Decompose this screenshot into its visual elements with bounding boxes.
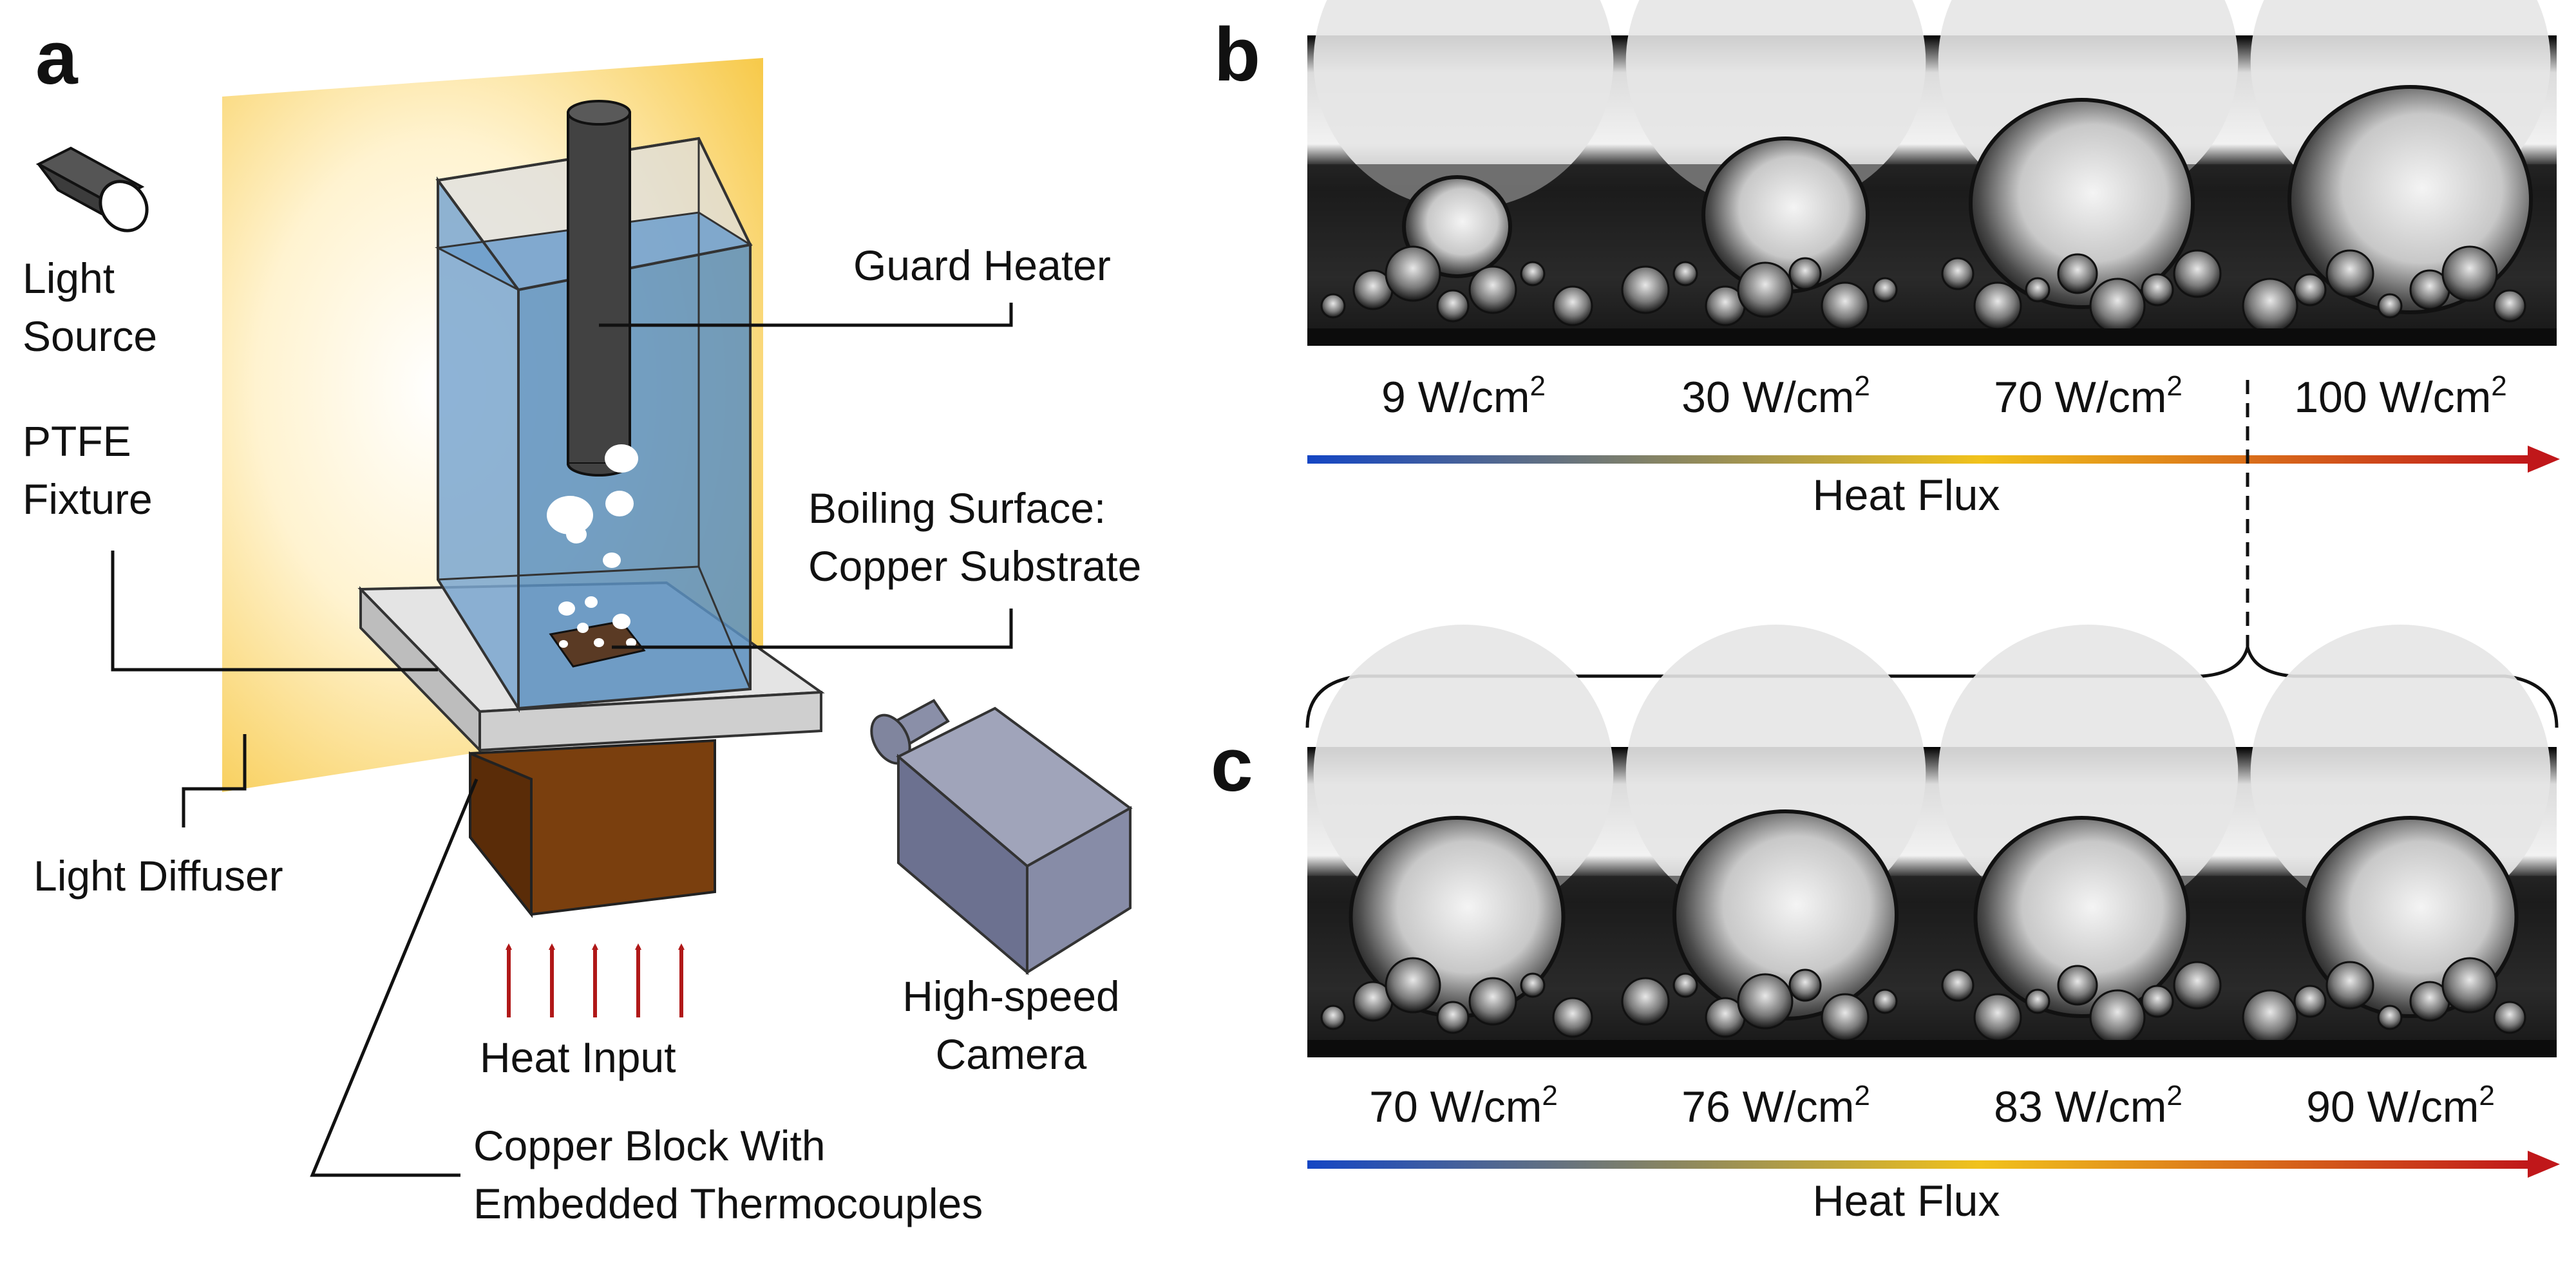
flux-label: 100 W/cm2 — [2294, 370, 2507, 422]
vapor-bubbles — [547, 444, 638, 648]
heat-input-arrows — [506, 943, 685, 1017]
flux-label: 70 W/cm2 — [1994, 370, 2183, 422]
heat-flux-gradient-b — [1307, 455, 2531, 464]
label-camera-line1: High-speed — [902, 972, 1120, 1020]
flux-labels-c: 70 W/cm2 76 W/cm2 83 W/cm2 90 W/cm2 — [1369, 1080, 2495, 1131]
label-boiling-surface-line2: Copper Substrate — [808, 542, 1141, 590]
label-ptfe-line1: PTFE — [23, 417, 131, 465]
curly-brace — [1305, 647, 2559, 728]
flux-label: 9 W/cm2 — [1381, 370, 1546, 422]
label-light-source-line1: Light — [23, 254, 115, 302]
label-light-source-line2: Source — [23, 312, 157, 360]
label-ptfe-line2: Fixture — [23, 475, 153, 523]
heat-flux-label-b: Heat Flux — [1813, 471, 2000, 520]
flux-label: 30 W/cm2 — [1681, 370, 1870, 422]
flux-label: 76 W/cm2 — [1681, 1080, 1870, 1131]
label-copper-block-line1: Copper Block With — [473, 1122, 826, 1169]
panel-label-b: b — [1214, 12, 1260, 97]
label-light-diffuser: Light Diffuser — [33, 852, 283, 900]
bubble-image-strip-c — [1307, 625, 2557, 1057]
flux-label: 83 W/cm2 — [1994, 1080, 2183, 1131]
bubble-frame — [2242, 0, 2557, 346]
label-boiling-surface-line1: Boiling Surface: — [808, 484, 1106, 532]
heat-flux-label-c: Heat Flux — [1813, 1176, 2000, 1225]
bubble-frame — [1932, 0, 2244, 346]
bubble-frame — [1932, 625, 2244, 1057]
bubble-frame — [2242, 625, 2557, 1057]
flux-label: 70 W/cm2 — [1369, 1080, 1558, 1131]
guard-heater-rod — [567, 100, 631, 477]
heat-flux-arrowhead-b — [2528, 446, 2560, 473]
panel-label-a: a — [35, 15, 79, 100]
bubble-frame — [1307, 0, 1620, 346]
leader-lines — [111, 303, 1013, 1177]
bubble-frame — [1620, 625, 1932, 1057]
bubble-image-strip-b — [1307, 0, 2557, 346]
heat-flux-arrowhead-c — [2528, 1151, 2560, 1178]
light-source-icon — [35, 146, 149, 232]
label-camera-line2: Camera — [936, 1030, 1087, 1078]
label-copper-block-line2: Embedded Thermocouples — [473, 1180, 983, 1227]
label-guard-heater: Guard Heater — [853, 241, 1111, 289]
high-speed-camera — [870, 699, 1133, 976]
heat-flux-gradient-c — [1307, 1160, 2531, 1169]
label-heat-input: Heat Input — [480, 1034, 676, 1081]
panel-label-c: c — [1211, 722, 1253, 808]
flux-label: 90 W/cm2 — [2306, 1080, 2495, 1131]
bubble-frame — [1307, 625, 1620, 1057]
bubble-frame — [1620, 0, 1932, 346]
copper-block — [469, 739, 716, 918]
flux-labels-b: 9 W/cm2 30 W/cm2 70 W/cm2 100 W/cm2 — [1381, 370, 2507, 422]
